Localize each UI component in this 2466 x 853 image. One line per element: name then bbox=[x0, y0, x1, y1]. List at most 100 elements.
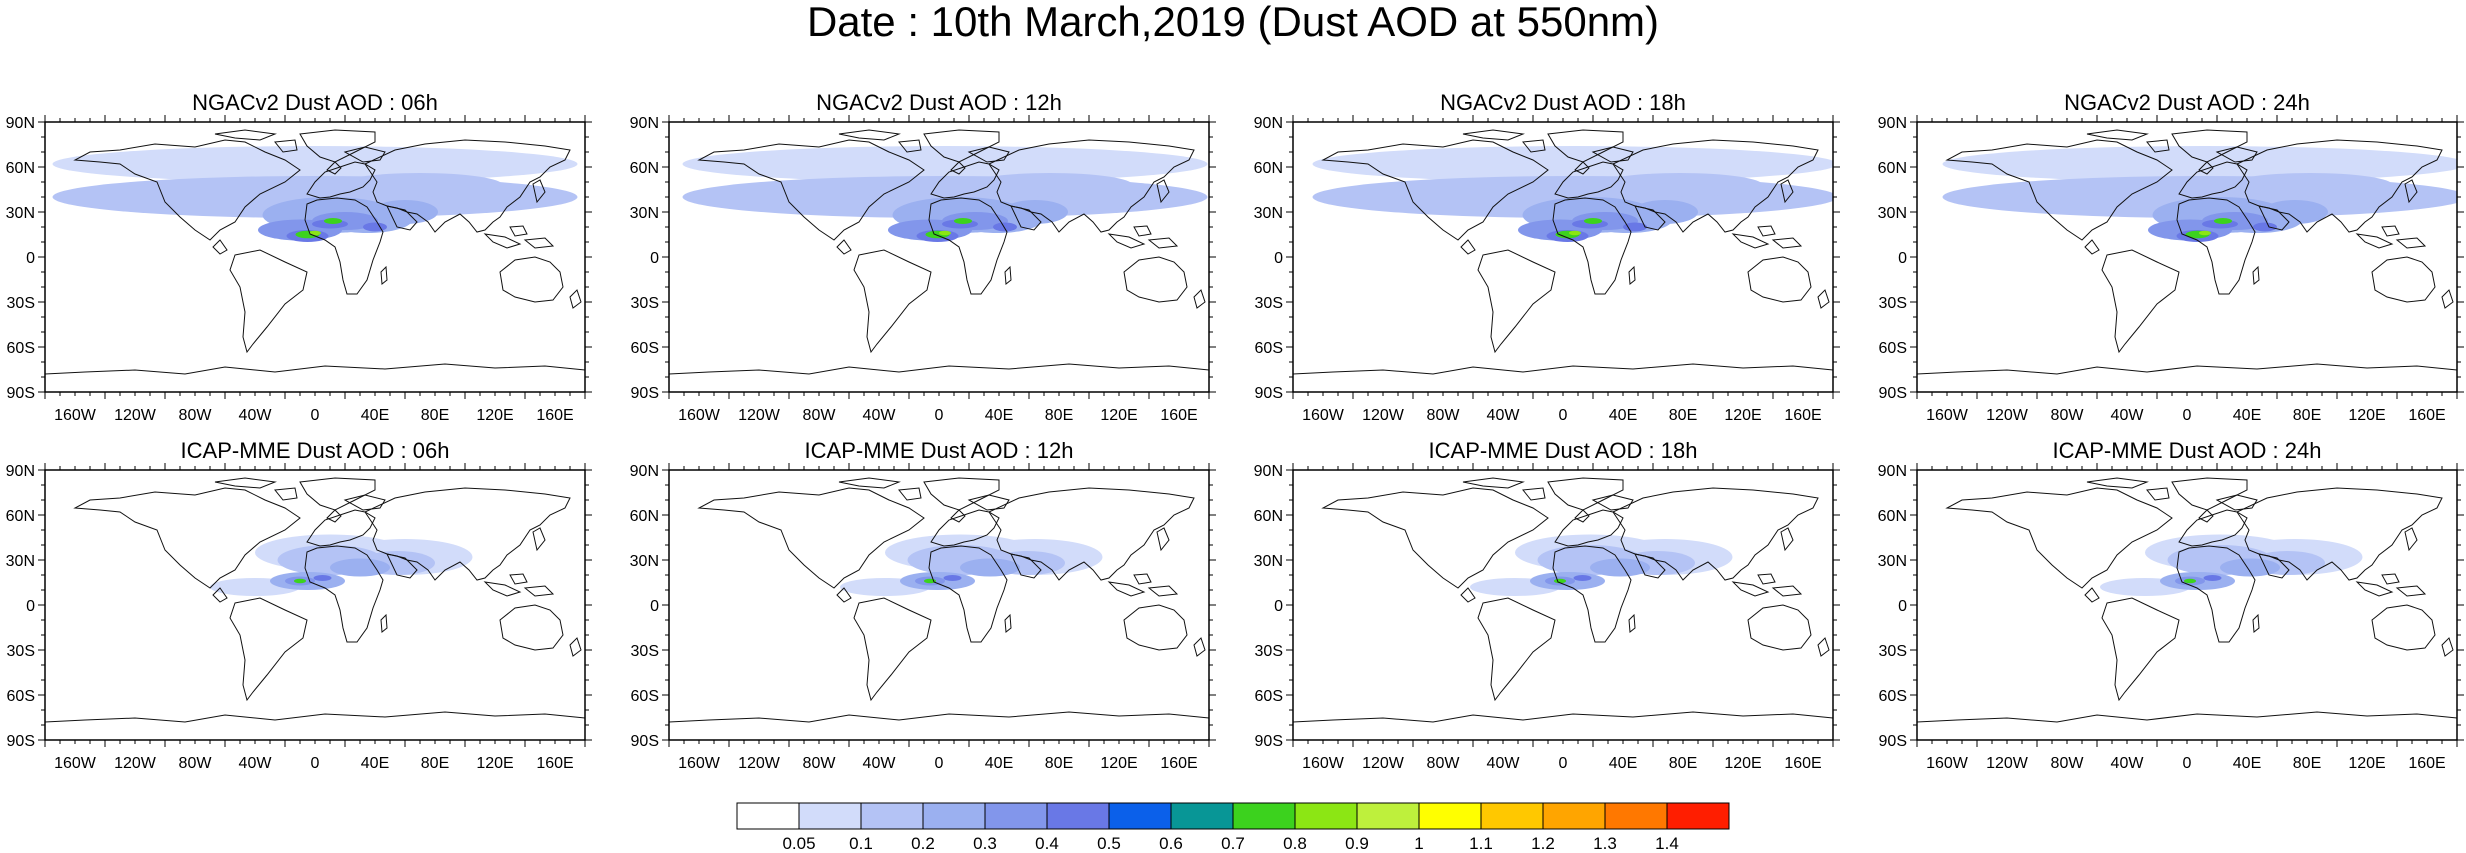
lat-tick-label: 90N bbox=[1878, 115, 1907, 132]
map-panels: NGACv2 Dust AOD : 06h 90N 60N 30N 0 30S 60S 90S… bbox=[6, 90, 2464, 772]
lon-tick-label: 120W bbox=[738, 407, 781, 424]
colorbar-label: 0.6 bbox=[1159, 834, 1183, 853]
colorbar-label: 1.2 bbox=[1531, 834, 1555, 853]
panel-title: ICAP-MME Dust AOD : 24h bbox=[2053, 438, 2322, 463]
lat-tick-label: 60N bbox=[1254, 508, 1283, 525]
dust-contour bbox=[337, 173, 503, 197]
map-panel: ICAP-MME Dust AOD : 18h 90N 60N 30N 0 30S 60S 9… bbox=[1254, 438, 1840, 772]
colorbar-box bbox=[1480, 802, 1544, 830]
colorbar-box bbox=[1542, 802, 1606, 830]
lat-tick-label: 60N bbox=[6, 160, 35, 177]
axis-ticks bbox=[1910, 463, 2464, 747]
lon-tick-label: 160E bbox=[536, 407, 573, 424]
lat-tick-label: 90N bbox=[630, 463, 659, 480]
dust-contour bbox=[2262, 200, 2328, 224]
lon-tick-label: 40W bbox=[2111, 755, 2145, 772]
lat-tick-label: 90S bbox=[7, 733, 35, 750]
lon-tick-label: 80W bbox=[2051, 407, 2085, 424]
lon-tick-label: 160W bbox=[1926, 407, 1969, 424]
axis-ticks bbox=[1286, 463, 1840, 747]
lat-tick-label: 60S bbox=[631, 340, 659, 357]
lat-tick-label: 30S bbox=[7, 295, 35, 312]
panel-title: NGACv2 Dust AOD : 18h bbox=[1440, 90, 1686, 115]
lat-tick-label: 0 bbox=[1274, 250, 1283, 267]
lon-tick-label: 40W bbox=[2111, 407, 2145, 424]
lat-tick-label: 60S bbox=[1879, 340, 1907, 357]
map-panel: ICAP-MME Dust AOD : 06h 90N 60N 30N 0 30S 60S 9… bbox=[6, 438, 592, 772]
colorbar-box bbox=[1604, 802, 1668, 830]
dust-contour bbox=[52, 146, 578, 182]
colorbar-box bbox=[1356, 802, 1420, 830]
lat-tick-label: 90N bbox=[6, 463, 35, 480]
lon-tick-label: 40W bbox=[1487, 755, 1521, 772]
lon-tick-label: 40W bbox=[863, 407, 897, 424]
lon-tick-label: 120E bbox=[476, 407, 513, 424]
lat-tick-label: 30N bbox=[6, 553, 35, 570]
lon-tick-label: 0 bbox=[311, 407, 320, 424]
lat-tick-label: 60S bbox=[1255, 340, 1283, 357]
lat-tick-label: 0 bbox=[650, 250, 659, 267]
lon-tick-label: 80W bbox=[2051, 755, 2085, 772]
lon-tick-label: 0 bbox=[311, 755, 320, 772]
lon-tick-label: 120E bbox=[1100, 407, 1137, 424]
lon-tick-label: 80W bbox=[803, 407, 837, 424]
colorbar-label: 1.4 bbox=[1655, 834, 1679, 853]
lat-tick-label: 60S bbox=[1879, 688, 1907, 705]
lon-tick-label: 40E bbox=[2233, 407, 2261, 424]
colorbar-label: 0.1 bbox=[849, 834, 873, 853]
lon-tick-label: 160E bbox=[1784, 755, 1821, 772]
lat-tick-label: 0 bbox=[650, 598, 659, 615]
dust-contour bbox=[2203, 575, 2222, 581]
colorbar-label: 0.2 bbox=[911, 834, 935, 853]
colorbar-label: 1.1 bbox=[1469, 834, 1493, 853]
panel-title: NGACv2 Dust AOD : 12h bbox=[816, 90, 1062, 115]
colorbar-box bbox=[984, 802, 1048, 830]
lat-tick-label: 30S bbox=[1879, 295, 1907, 312]
lat-tick-label: 30S bbox=[7, 643, 35, 660]
map-panel: NGACv2 Dust AOD : 18h 90N 60N 30N 0 30S 60S 90S… bbox=[1254, 90, 1840, 424]
dust-contour bbox=[2227, 173, 2393, 197]
colorbar-box bbox=[1418, 802, 1482, 830]
map-background bbox=[669, 470, 1209, 740]
lat-tick-label: 60N bbox=[1254, 160, 1283, 177]
map-background bbox=[45, 470, 585, 740]
dust-contour bbox=[324, 218, 342, 224]
lon-tick-label: 160E bbox=[2408, 407, 2445, 424]
lon-tick-label: 40W bbox=[863, 755, 897, 772]
lon-tick-label: 160E bbox=[536, 755, 573, 772]
lon-tick-label: 160W bbox=[1302, 407, 1345, 424]
lat-tick-label: 0 bbox=[1898, 250, 1907, 267]
lat-tick-label: 0 bbox=[1274, 598, 1283, 615]
lon-tick-label: 80W bbox=[1427, 407, 1461, 424]
dust-contour bbox=[2199, 230, 2211, 236]
lat-tick-label: 60N bbox=[6, 508, 35, 525]
lon-tick-label: 80W bbox=[1427, 755, 1461, 772]
map-background bbox=[1917, 470, 2457, 740]
colorbar-label: 0.7 bbox=[1221, 834, 1245, 853]
lat-tick-label: 90S bbox=[1255, 733, 1283, 750]
lat-tick-label: 60S bbox=[631, 688, 659, 705]
lat-tick-label: 30N bbox=[1878, 553, 1907, 570]
lat-tick-label: 60N bbox=[1878, 508, 1907, 525]
lat-tick-label: 30S bbox=[1255, 295, 1283, 312]
dust-contour bbox=[2184, 578, 2196, 584]
lat-tick-label: 90S bbox=[631, 733, 659, 750]
lon-tick-label: 0 bbox=[2183, 407, 2192, 424]
colorbar-label: 0.8 bbox=[1283, 834, 1307, 853]
lon-tick-label: 80E bbox=[2293, 407, 2321, 424]
dust-contour bbox=[1584, 218, 1602, 224]
panel-title: NGACv2 Dust AOD : 24h bbox=[2064, 90, 2310, 115]
lat-tick-label: 30S bbox=[1879, 643, 1907, 660]
dust-field bbox=[52, 146, 578, 242]
lon-tick-label: 40E bbox=[361, 407, 389, 424]
dust-field bbox=[682, 146, 1208, 242]
dust-contour bbox=[993, 222, 1017, 232]
lon-tick-label: 160E bbox=[1784, 407, 1821, 424]
axis-ticks bbox=[38, 115, 592, 399]
lon-tick-label: 160E bbox=[1160, 755, 1197, 772]
colorbar-box bbox=[798, 802, 862, 830]
lat-tick-label: 90S bbox=[1255, 385, 1283, 402]
dust-contour bbox=[294, 578, 306, 584]
lon-tick-label: 80W bbox=[803, 755, 837, 772]
